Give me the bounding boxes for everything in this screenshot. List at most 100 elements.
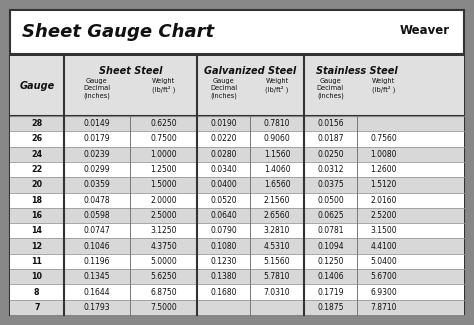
Text: 0.1793: 0.1793	[83, 303, 110, 312]
Text: 4.4100: 4.4100	[371, 241, 397, 251]
Text: 0.0250: 0.0250	[317, 150, 344, 159]
Bar	[10, 147, 464, 162]
Text: 0.0625: 0.0625	[317, 211, 344, 220]
Text: 2.6560: 2.6560	[264, 211, 291, 220]
Text: 0.1094: 0.1094	[317, 241, 344, 251]
Bar	[10, 131, 464, 147]
Text: 0.7500: 0.7500	[150, 135, 177, 143]
Text: 3.2810: 3.2810	[264, 226, 290, 235]
Text: Gauge: Gauge	[19, 81, 55, 91]
Text: 0.1644: 0.1644	[83, 288, 110, 296]
Text: 0.1406: 0.1406	[317, 272, 344, 281]
Bar	[10, 10, 464, 54]
Text: 7.8710: 7.8710	[371, 303, 397, 312]
Text: 0.0478: 0.0478	[83, 196, 110, 205]
Text: 0.0179: 0.0179	[83, 135, 110, 143]
Text: 2.5200: 2.5200	[371, 211, 397, 220]
Text: 2.0160: 2.0160	[371, 196, 397, 205]
Text: 5.0400: 5.0400	[370, 257, 397, 266]
Text: 0.0280: 0.0280	[210, 150, 237, 159]
Text: 1.4060: 1.4060	[264, 165, 291, 174]
Text: 4.3750: 4.3750	[150, 241, 177, 251]
Text: 0.1680: 0.1680	[210, 288, 237, 296]
Bar	[10, 162, 464, 177]
Text: 1.5120: 1.5120	[371, 180, 397, 189]
Text: 0.1719: 0.1719	[317, 288, 344, 296]
Text: Sheet Gauge Chart: Sheet Gauge Chart	[22, 23, 214, 41]
Text: 22: 22	[31, 165, 42, 174]
Bar	[10, 254, 464, 269]
Text: 0.0520: 0.0520	[210, 196, 237, 205]
Bar	[10, 208, 464, 223]
Text: 8: 8	[34, 288, 40, 296]
Text: 16: 16	[31, 211, 42, 220]
Text: 5.7810: 5.7810	[264, 272, 290, 281]
Text: 5.6250: 5.6250	[150, 272, 177, 281]
Text: 0.0220: 0.0220	[210, 135, 237, 143]
Text: 1.6560: 1.6560	[264, 180, 291, 189]
Text: 0.0359: 0.0359	[83, 180, 110, 189]
Text: Weight
(lb/ft² ): Weight (lb/ft² )	[372, 78, 395, 93]
Text: 0.9060: 0.9060	[264, 135, 291, 143]
Text: 0.1380: 0.1380	[210, 272, 237, 281]
Bar	[10, 223, 464, 239]
Text: 4.5310: 4.5310	[264, 241, 291, 251]
Bar	[10, 116, 464, 131]
Text: 0.0187: 0.0187	[317, 135, 344, 143]
Text: 0.1196: 0.1196	[84, 257, 110, 266]
Text: 0.1345: 0.1345	[83, 272, 110, 281]
Text: 20: 20	[31, 180, 42, 189]
Text: 6.9300: 6.9300	[370, 288, 397, 296]
Text: Galvanized Steel: Galvanized Steel	[204, 66, 297, 76]
Text: 26: 26	[31, 135, 42, 143]
Text: 7: 7	[34, 303, 39, 312]
Text: 14: 14	[31, 226, 42, 235]
Text: 0.1046: 0.1046	[83, 241, 110, 251]
Bar	[10, 177, 464, 192]
Text: 2.0000: 2.0000	[150, 196, 177, 205]
Text: 10: 10	[31, 272, 42, 281]
Text: 3.1500: 3.1500	[371, 226, 397, 235]
Text: 0.0640: 0.0640	[210, 211, 237, 220]
Bar	[10, 56, 464, 315]
Text: 0.0747: 0.0747	[83, 226, 110, 235]
Text: 1.2600: 1.2600	[371, 165, 397, 174]
Text: 0.0149: 0.0149	[83, 119, 110, 128]
Bar	[10, 239, 464, 254]
Text: 0.0781: 0.0781	[317, 226, 344, 235]
Text: Weight
(lb/ft² ): Weight (lb/ft² )	[152, 78, 175, 93]
Text: 0.1080: 0.1080	[210, 241, 237, 251]
Bar	[10, 300, 464, 315]
Text: 18: 18	[31, 196, 42, 205]
Text: 0.1230: 0.1230	[210, 257, 237, 266]
Text: Gauge
Decimal
(inches): Gauge Decimal (inches)	[210, 78, 237, 99]
Text: 0.0340: 0.0340	[210, 165, 237, 174]
Text: Stainless Steel: Stainless Steel	[316, 66, 398, 76]
Text: 1.0080: 1.0080	[371, 150, 397, 159]
Text: 1.0000: 1.0000	[150, 150, 177, 159]
Text: 0.0598: 0.0598	[83, 211, 110, 220]
Text: 0.0312: 0.0312	[317, 165, 344, 174]
Text: 5.0000: 5.0000	[150, 257, 177, 266]
Bar	[10, 56, 464, 116]
Text: 6.8750: 6.8750	[150, 288, 177, 296]
Bar	[10, 269, 464, 284]
Text: 11: 11	[31, 257, 42, 266]
Text: Gauge
Decimal
(inches): Gauge Decimal (inches)	[317, 78, 344, 99]
Text: 0.0500: 0.0500	[317, 196, 344, 205]
Text: 0.0400: 0.0400	[210, 180, 237, 189]
Bar	[10, 192, 464, 208]
Text: Sheet Steel: Sheet Steel	[99, 66, 162, 76]
Text: 0.0239: 0.0239	[83, 150, 110, 159]
Text: 5.6700: 5.6700	[370, 272, 397, 281]
Text: 2.1560: 2.1560	[264, 196, 290, 205]
Text: 0.7810: 0.7810	[264, 119, 290, 128]
Text: 0.0375: 0.0375	[317, 180, 344, 189]
Text: Gauge
Decimal
(inches): Gauge Decimal (inches)	[83, 78, 110, 99]
Text: Weight
(lb/ft² ): Weight (lb/ft² )	[265, 78, 289, 93]
Text: Weaver: Weaver	[400, 23, 450, 36]
Text: 0.0156: 0.0156	[317, 119, 344, 128]
Text: 7.0310: 7.0310	[264, 288, 291, 296]
Text: 0.0790: 0.0790	[210, 226, 237, 235]
Text: 28: 28	[31, 119, 42, 128]
